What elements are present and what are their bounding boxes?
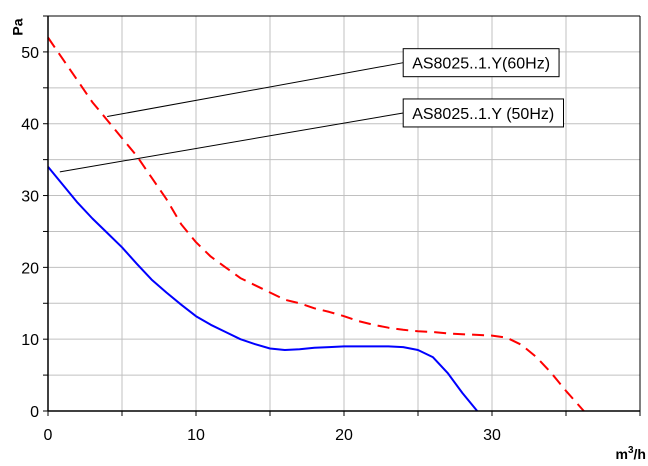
y-tick-label: 40 [21, 117, 39, 134]
x-axis-label-main: m [616, 446, 628, 461]
y-axis-label: Pa [10, 18, 26, 35]
callout-label: AS8025..1.Y (50Hz) [412, 106, 554, 123]
callout-label: AS8025..1.Y(60Hz) [412, 56, 550, 73]
callout-box [402, 48, 560, 78]
x-tick-label: 20 [335, 427, 353, 444]
tick-layer: 0 10 20 30 40 50 0 10 20 30 [21, 45, 501, 444]
x-tick-label: 0 [44, 427, 53, 444]
x-axis-label-tail: /h [634, 446, 646, 461]
callout-box [402, 98, 564, 128]
callout-leader-line [107, 62, 404, 118]
x-tick-label: 30 [483, 427, 501, 444]
series-line-50hz [47, 166, 478, 412]
x-axis-label: m3/h [616, 445, 646, 461]
y-tick-label: 10 [21, 332, 39, 349]
series-line-60hz [47, 36, 585, 412]
y-tick-label: 30 [21, 189, 39, 206]
y-tick-label: 20 [21, 260, 39, 277]
series-layer [47, 36, 585, 412]
callout-leader-line [59, 112, 404, 173]
y-tick-label: 0 [30, 404, 39, 421]
callout-layer: AS8025..1.Y(60Hz) AS8025..1.Y (50Hz) [59, 48, 564, 173]
y-tick-label: 50 [21, 45, 39, 62]
x-tick-label: 10 [187, 427, 205, 444]
axis-layer [43, 15, 641, 416]
x-axis-label-superscript: 3 [628, 445, 634, 456]
